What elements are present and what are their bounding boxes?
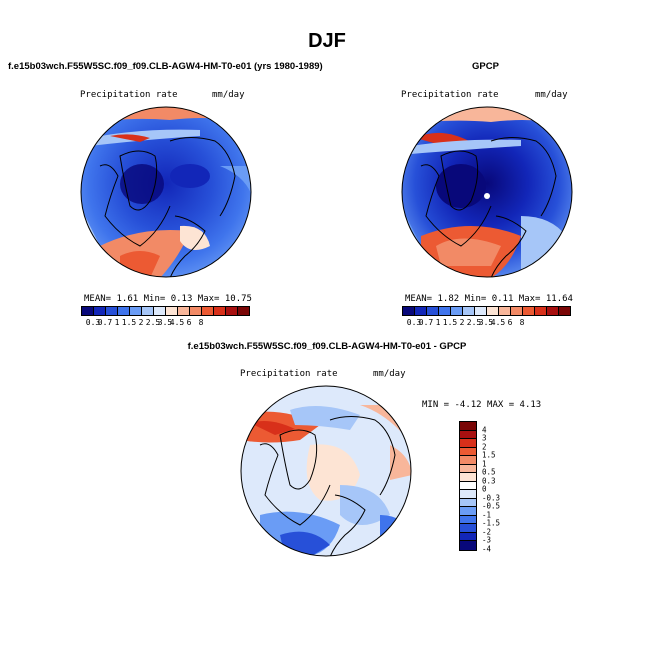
colorbar-tick-label: 2.5: [466, 318, 482, 327]
colorbar-swatch: [460, 524, 476, 533]
colorbar-tick-label: 1.5: [442, 318, 458, 327]
colorbar-tick-label: -0.5: [482, 501, 501, 511]
colorbar-tick-label: -0.3: [482, 493, 501, 502]
colorbar-tick-label: 2: [138, 318, 144, 327]
colorbar-swatch: [460, 447, 476, 456]
colorbar-swatch: [118, 307, 130, 315]
colorbar-tick-label: 0.3: [85, 318, 101, 327]
colorbar-swatch: [451, 307, 463, 315]
right-stats: MEAN= 1.82 Min= 0.11 Max= 11.64: [405, 294, 573, 304]
colorbar-swatch: [190, 307, 202, 315]
colorbar-tick-label: 3: [482, 433, 487, 443]
colorbar-tick-label: 1.5: [121, 318, 137, 327]
colorbar-swatch: [559, 307, 570, 315]
left-polar-map: [80, 106, 252, 278]
left-units-label: mm/day: [212, 90, 245, 100]
colorbar-tick-label: -3: [482, 535, 492, 545]
colorbar-swatch: [214, 307, 226, 315]
colorbar-swatch: [460, 481, 476, 490]
colorbar-swatch: [202, 307, 214, 315]
colorbar-tick-label: 0.3: [482, 476, 496, 485]
colorbar-swatch: [460, 422, 476, 431]
colorbar-swatch: [178, 307, 190, 315]
colorbar-tick-label: 0.3: [406, 318, 422, 327]
colorbar-swatch: [427, 307, 439, 315]
colorbar-tick-label: 1: [482, 459, 487, 468]
colorbar-tick-label: 4.5: [169, 318, 185, 327]
main-title: DJF: [308, 30, 346, 52]
right-units-label: mm/day: [535, 90, 568, 100]
diff-polar-map: [240, 385, 412, 557]
colorbar-swatch: [226, 307, 238, 315]
colorbar-swatch: [94, 307, 106, 315]
colorbar-tick-label: 8: [519, 318, 525, 327]
diff-stats: MIN = -4.12 MAX = 4.13: [422, 400, 542, 410]
colorbar-swatch: [487, 307, 499, 315]
colorbar-swatch: [535, 307, 547, 315]
colorbar-swatch: [106, 307, 118, 315]
colorbar-swatch: [523, 307, 535, 315]
colorbar-swatch: [439, 307, 451, 315]
colorbar-swatch: [460, 507, 476, 516]
colorbar-swatch: [460, 439, 476, 448]
colorbar-tick-label: 0: [482, 484, 487, 494]
colorbar-swatch: [460, 464, 476, 473]
colorbar-tick-label: 3.5: [478, 318, 494, 327]
left-stats: MEAN= 1.61 Min= 0.13 Max= 10.75: [84, 294, 252, 304]
colorbar-tick-label: 4.5: [490, 318, 506, 327]
diff-panel-title: f.e15b03wch.F55W5SC.f09_f09.CLB-AGW4-HM-…: [187, 341, 467, 352]
colorbar-swatch: [460, 456, 476, 465]
colorbar-swatch: [460, 490, 476, 499]
colorbar-swatch: [547, 307, 559, 315]
left-variable-label: Precipitation rate: [80, 90, 178, 100]
colorbar-tick-label: 1.5: [482, 450, 496, 460]
colorbar-tick-label: 0.7: [97, 318, 113, 327]
colorbar-tick-label: 1: [435, 318, 441, 327]
right-panel-title: GPCP: [472, 61, 499, 72]
colorbar-tick-label: 0.7: [418, 318, 434, 327]
colorbar-tick-label: -1: [482, 510, 492, 519]
colorbar-tick-label: 2: [482, 442, 487, 451]
colorbar-swatch: [460, 498, 476, 507]
colorbar-tick-label: 6: [507, 318, 513, 327]
diff-colorbar: [459, 421, 477, 551]
colorbar-swatch: [460, 541, 476, 550]
colorbar-swatch: [154, 307, 166, 315]
colorbar-tick-label: -2: [482, 527, 492, 536]
colorbar-tick-label: 2: [459, 318, 465, 327]
colorbar-swatch: [460, 473, 476, 482]
colorbar-swatch: [460, 430, 476, 439]
colorbar-tick-label: -4: [482, 544, 492, 553]
right-variable-label: Precipitation rate: [401, 90, 499, 100]
colorbar-tick-label: 2.5: [145, 318, 161, 327]
colorbar-swatch: [499, 307, 511, 315]
colorbar-swatch: [460, 515, 476, 524]
colorbar-swatch: [415, 307, 427, 315]
colorbar-tick-label: -1.5: [482, 518, 501, 528]
colorbar-tick-label: 1: [114, 318, 120, 327]
right-colorbar: [402, 306, 571, 316]
right-polar-map: [401, 106, 573, 278]
left-panel-title: f.e15b03wch.F55W5SC.f09_f09.CLB-AGW4-HM-…: [8, 61, 323, 72]
colorbar-swatch: [463, 307, 475, 315]
colorbar-swatch: [238, 307, 249, 315]
colorbar-swatch: [475, 307, 487, 315]
diff-variable-label: Precipitation rate: [240, 369, 338, 379]
colorbar-swatch: [82, 307, 94, 315]
colorbar-swatch: [166, 307, 178, 315]
colorbar-tick-label: 6: [186, 318, 192, 327]
colorbar-tick-label: 4: [482, 425, 487, 434]
colorbar-swatch: [130, 307, 142, 315]
colorbar-swatch: [460, 532, 476, 541]
colorbar-tick-label: 0.5: [482, 467, 496, 477]
colorbar-swatch: [142, 307, 154, 315]
diff-units-label: mm/day: [373, 369, 406, 379]
colorbar-swatch: [403, 307, 415, 315]
colorbar-swatch: [511, 307, 523, 315]
left-colorbar: [81, 306, 250, 316]
colorbar-tick-label: 8: [198, 318, 204, 327]
colorbar-tick-label: 3.5: [157, 318, 173, 327]
